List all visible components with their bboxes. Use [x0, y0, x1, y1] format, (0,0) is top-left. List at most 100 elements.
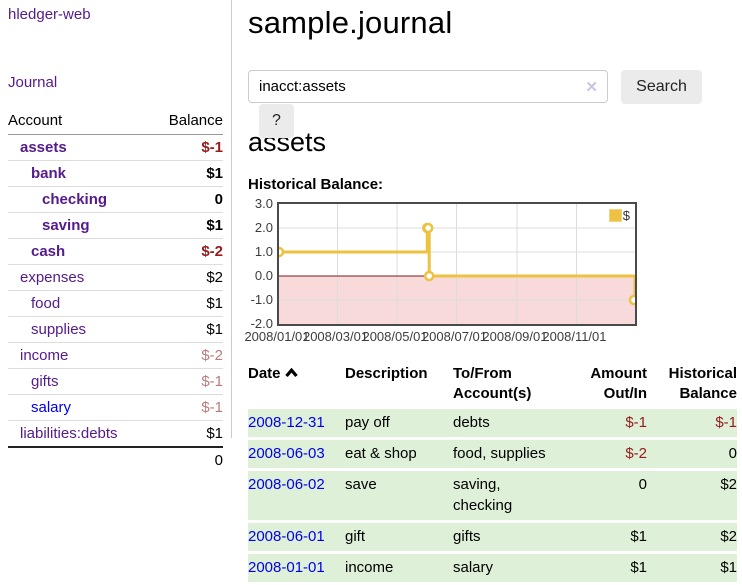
txn-description: eat & shop	[345, 438, 453, 471]
txn-amount: $1	[571, 521, 647, 554]
x-axis-tick: 2008/05/01	[362, 329, 428, 344]
header-balance: Historical Balance	[668, 365, 737, 403]
txn-date: 2008-12-31	[248, 408, 345, 440]
legend-swatch-icon	[608, 209, 622, 222]
sidebar: hledger-web Journal Account Balance asse…	[0, 0, 232, 473]
transaction-row: 2008-01-01 income salary $1 $1	[248, 552, 737, 585]
txn-accounts: food, supplies	[453, 438, 571, 471]
account-link-gifts[interactable]: gifts	[31, 373, 59, 390]
header-description: Description	[345, 365, 428, 382]
txn-description: pay off	[345, 408, 453, 440]
account-balance: $1	[151, 160, 223, 187]
account-link-salary[interactable]: salary	[31, 399, 72, 416]
transactions-table: Date Description To/From Account(s) Amou…	[248, 364, 737, 585]
txn-amount: $1	[571, 552, 647, 585]
search-button[interactable]: Search	[621, 70, 702, 104]
x-axis-tick: 2008/07/01	[421, 329, 488, 344]
txn-balance: $-1	[647, 408, 737, 440]
txn-date: 2008-06-03	[248, 438, 345, 471]
accounts-table: Account Balance assets $-1 bank $1 checking 0…	[8, 108, 223, 473]
historical-balance-chart: $ 3.0 2.0 1.0 0.0 -1.0 -2.0 2008/01/01 2008/03/…	[244, 196, 738, 344]
txn-amount: 0	[571, 469, 647, 523]
txn-date: 2008-01-01	[248, 552, 345, 585]
search-input[interactable]	[248, 70, 608, 103]
account-link-bank[interactable]: bank	[31, 165, 67, 182]
txn-date-link[interactable]: 2008-12-31	[248, 413, 325, 431]
x-axis-tick: 2008/09/01	[482, 329, 548, 344]
sort-caret-up-icon	[284, 364, 298, 384]
account-link-cash[interactable]: cash	[31, 243, 66, 260]
y-axis-tick: 3.0	[254, 196, 273, 211]
txn-date-link[interactable]: 2008-01-01	[248, 558, 325, 576]
header-accounts: To/From Account(s)	[453, 365, 532, 403]
header-amount: Amount Out/In	[590, 365, 647, 403]
account-link-supplies[interactable]: supplies	[31, 321, 87, 338]
y-axis-tick: -1.0	[250, 292, 273, 307]
header-date[interactable]: Date	[248, 364, 345, 409]
txn-balance: $1	[647, 552, 737, 585]
account-link-expenses[interactable]: expenses	[20, 269, 85, 286]
y-axis-tick: 0.0	[254, 268, 273, 283]
account-link-food[interactable]: food	[31, 295, 61, 312]
account-row: assets $-1	[8, 134, 223, 161]
app-title-link[interactable]: hledger-web	[8, 6, 91, 23]
account-balance: $-1	[151, 134, 223, 161]
accounts-table-header: Account Balance	[8, 108, 223, 135]
x-axis-tick: 2008/01/01	[244, 329, 310, 344]
y-axis-tick: 2.0	[254, 220, 273, 235]
txn-date: 2008-06-01	[248, 521, 345, 554]
account-link-saving[interactable]: saving	[42, 217, 90, 234]
account-balance: $-1	[151, 368, 223, 395]
txn-description: income	[345, 552, 453, 585]
chart-svg	[273, 204, 640, 324]
txn-description: save	[345, 469, 453, 523]
chart-plot-area: $	[273, 202, 640, 326]
account-row: income $-2	[8, 342, 223, 369]
txn-balance: 0	[647, 438, 737, 471]
txn-accounts: debts	[453, 408, 571, 440]
account-balance: $-2	[151, 238, 223, 265]
account-row: cash $-2	[8, 238, 223, 265]
account-row: expenses $2	[8, 264, 223, 291]
txn-accounts: salary	[453, 552, 571, 585]
x-axis-tick: 2008/11/01	[542, 329, 607, 344]
account-row: checking 0	[8, 186, 223, 213]
account-heading: assets	[248, 127, 327, 157]
transaction-row: 2008-06-01 gift gifts $1 $2	[248, 521, 737, 554]
sidebar-item-journal[interactable]: Journal	[8, 74, 58, 91]
txn-balance: $2	[647, 521, 737, 554]
y-axis-tick: -2.0	[250, 316, 273, 331]
legend-label: $	[622, 208, 630, 223]
chart-legend: $	[606, 207, 632, 224]
main-content: sample.journal ✕ Search ? assets Histori…	[244, 0, 738, 585]
txn-amount: $-1	[571, 408, 647, 440]
account-balance: 0	[151, 186, 223, 213]
account-balance: $-1	[151, 394, 223, 421]
transaction-row: 2008-06-03 eat & shop food, supplies $-2 0	[248, 438, 737, 471]
account-balance: $1	[151, 290, 223, 317]
txn-date-link[interactable]: 2008-06-03	[248, 444, 325, 462]
clear-search-icon[interactable]: ✕	[585, 79, 598, 96]
account-balance: $1	[151, 212, 223, 239]
transaction-row: 2008-06-02 save saving, checking 0 $2	[248, 469, 737, 523]
txn-accounts: saving, checking	[453, 469, 571, 523]
txn-description: gift	[345, 521, 453, 554]
account-row: gifts $-1	[8, 368, 223, 395]
help-button[interactable]: ?	[259, 104, 294, 138]
search-form: ✕ Search ?	[248, 70, 738, 138]
accounts-header-account: Account	[8, 108, 152, 135]
account-row: saving $1	[8, 212, 223, 239]
accounts-total-value: 0	[151, 446, 223, 473]
transaction-row: 2008-12-31 pay off debts $-1 $-1	[248, 408, 737, 440]
account-balance: $1	[151, 420, 223, 447]
account-link-checking[interactable]: checking	[42, 191, 108, 208]
txn-amount: $-2	[571, 438, 647, 471]
txn-date-link[interactable]: 2008-06-02	[248, 475, 325, 493]
account-row: liabilities:debts $1	[8, 420, 223, 447]
transactions-header-row: Date Description To/From Account(s) Amou…	[248, 364, 737, 409]
chart-heading: Historical Balance:	[248, 176, 384, 193]
account-link-assets[interactable]: assets	[20, 139, 67, 156]
account-link-income[interactable]: income	[20, 347, 69, 364]
txn-date-link[interactable]: 2008-06-01	[248, 527, 325, 545]
account-link-liabilities-debts[interactable]: liabilities:debts	[20, 425, 118, 442]
